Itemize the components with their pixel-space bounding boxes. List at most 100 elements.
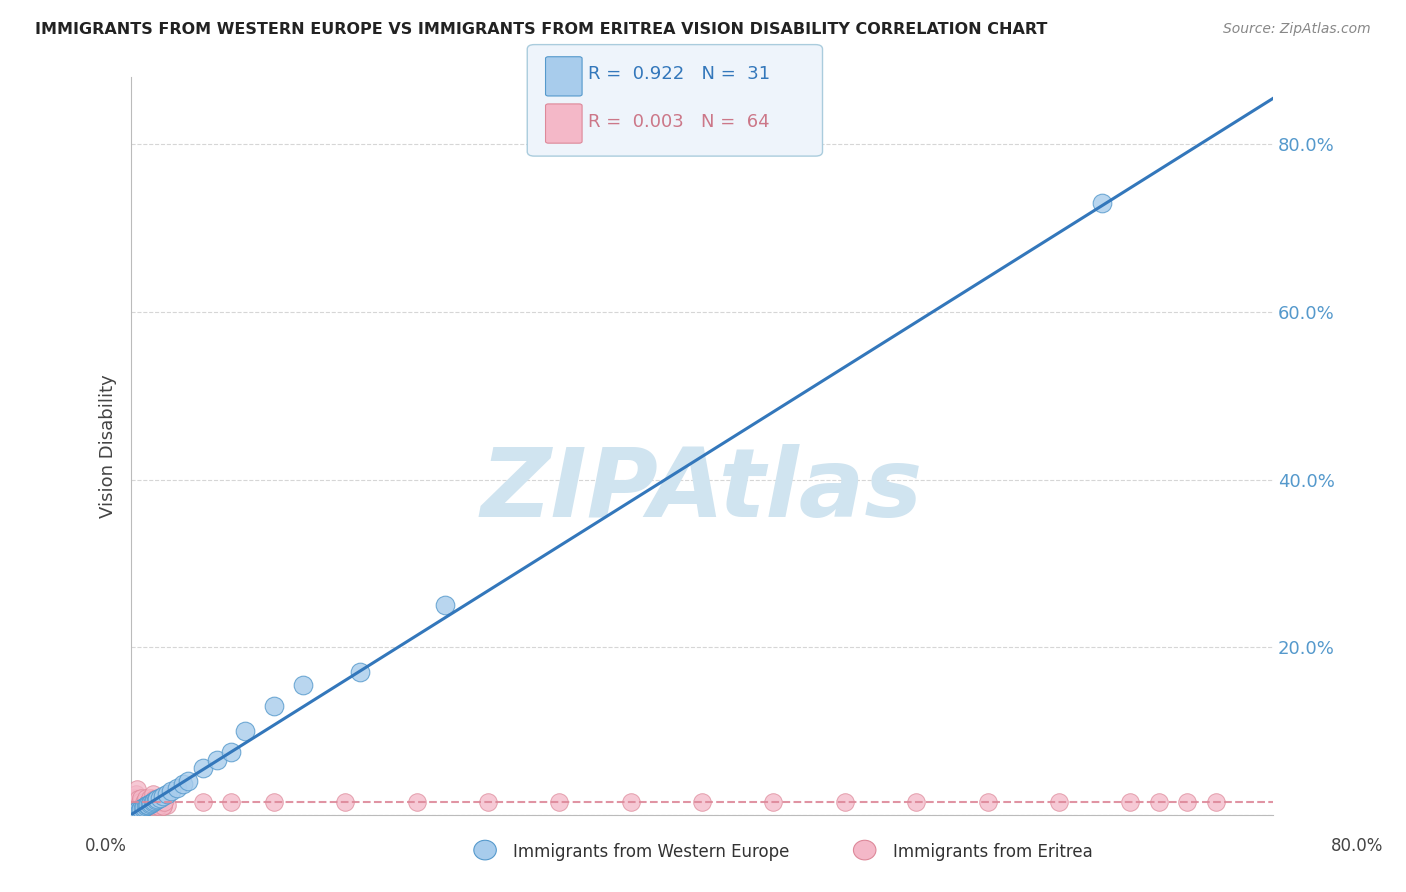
Point bbox=[121, 790, 143, 805]
Point bbox=[191, 795, 214, 809]
Point bbox=[142, 795, 165, 809]
Point bbox=[125, 790, 148, 805]
Point bbox=[156, 797, 179, 812]
Point bbox=[129, 790, 152, 805]
Point bbox=[349, 665, 371, 680]
Point bbox=[143, 792, 166, 806]
Point bbox=[139, 797, 162, 811]
Point bbox=[125, 782, 148, 797]
Point bbox=[131, 795, 153, 809]
Text: Immigrants from Eritrea: Immigrants from Eritrea bbox=[893, 843, 1092, 861]
Point bbox=[150, 790, 173, 805]
Y-axis label: Vision Disability: Vision Disability bbox=[100, 374, 117, 518]
Point bbox=[139, 790, 162, 805]
Point bbox=[166, 780, 188, 795]
Point bbox=[762, 795, 785, 809]
Point bbox=[219, 795, 242, 809]
Point bbox=[127, 792, 149, 806]
Point bbox=[129, 802, 152, 816]
Point bbox=[150, 792, 173, 806]
Text: R =  0.003   N =  64: R = 0.003 N = 64 bbox=[588, 113, 769, 131]
Point bbox=[172, 777, 194, 791]
Point bbox=[135, 790, 157, 805]
Point bbox=[145, 793, 167, 807]
Point bbox=[142, 787, 165, 801]
Point bbox=[132, 790, 155, 805]
Point bbox=[135, 799, 157, 814]
Text: Immigrants from Western Europe: Immigrants from Western Europe bbox=[513, 843, 790, 861]
Point bbox=[143, 794, 166, 808]
Point bbox=[128, 792, 150, 806]
Point bbox=[141, 799, 163, 814]
Text: 0.0%: 0.0% bbox=[84, 837, 127, 855]
Point bbox=[125, 804, 148, 818]
Point bbox=[136, 792, 159, 806]
Point bbox=[477, 795, 499, 809]
Point bbox=[138, 799, 160, 814]
Point bbox=[905, 795, 928, 809]
Point bbox=[219, 745, 242, 759]
Point bbox=[152, 789, 174, 804]
Point bbox=[335, 795, 357, 809]
Point bbox=[127, 803, 149, 817]
Point bbox=[434, 598, 457, 612]
Point bbox=[263, 698, 285, 713]
Point bbox=[291, 678, 314, 692]
Point bbox=[160, 784, 183, 798]
Point bbox=[143, 792, 166, 806]
Point bbox=[153, 795, 176, 809]
Point bbox=[127, 797, 149, 812]
Point bbox=[548, 795, 571, 809]
Point bbox=[132, 800, 155, 814]
Point bbox=[177, 774, 200, 789]
Point bbox=[834, 795, 856, 809]
Point bbox=[141, 796, 163, 810]
Point bbox=[136, 799, 159, 814]
Point bbox=[131, 799, 153, 814]
Text: 80.0%: 80.0% bbox=[1330, 837, 1384, 855]
Point bbox=[976, 795, 998, 809]
Text: IMMIGRANTS FROM WESTERN EUROPE VS IMMIGRANTS FROM ERITREA VISION DISABILITY CORR: IMMIGRANTS FROM WESTERN EUROPE VS IMMIGR… bbox=[35, 22, 1047, 37]
Point bbox=[135, 797, 157, 812]
Point bbox=[124, 787, 146, 801]
Point bbox=[1147, 795, 1170, 809]
Point bbox=[122, 799, 145, 814]
Point bbox=[690, 795, 713, 809]
Point bbox=[138, 795, 160, 809]
Point bbox=[145, 795, 167, 809]
Point bbox=[142, 797, 165, 812]
Point bbox=[146, 795, 169, 809]
Point bbox=[156, 787, 179, 801]
Point bbox=[620, 795, 643, 809]
Point bbox=[139, 795, 162, 809]
Point bbox=[146, 790, 169, 805]
Point bbox=[1091, 196, 1114, 211]
Point bbox=[405, 795, 427, 809]
Point bbox=[191, 762, 214, 776]
Point bbox=[152, 799, 174, 814]
Point bbox=[149, 797, 172, 812]
Point bbox=[146, 792, 169, 806]
Point bbox=[124, 795, 146, 809]
Point bbox=[141, 790, 163, 805]
Point bbox=[152, 799, 174, 814]
Point bbox=[1047, 795, 1070, 809]
Point bbox=[131, 801, 153, 815]
Point bbox=[128, 795, 150, 809]
Point bbox=[1119, 795, 1142, 809]
Point bbox=[128, 803, 150, 817]
Point bbox=[205, 753, 228, 767]
Point bbox=[235, 723, 257, 738]
Point bbox=[138, 797, 160, 812]
Point bbox=[263, 795, 285, 809]
Text: Source: ZipAtlas.com: Source: ZipAtlas.com bbox=[1223, 22, 1371, 37]
Point bbox=[136, 798, 159, 813]
Point bbox=[148, 799, 170, 814]
Point bbox=[132, 795, 155, 809]
Text: R =  0.922   N =  31: R = 0.922 N = 31 bbox=[588, 65, 770, 83]
Point bbox=[149, 795, 172, 809]
Point bbox=[129, 799, 152, 814]
Point bbox=[149, 790, 172, 805]
Point bbox=[145, 799, 167, 814]
Point bbox=[155, 790, 177, 805]
